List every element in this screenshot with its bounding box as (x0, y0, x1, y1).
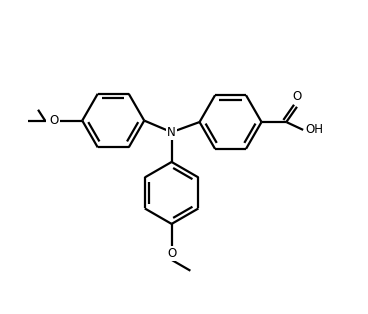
Text: O: O (49, 114, 59, 127)
Text: N: N (167, 126, 176, 139)
Text: OH: OH (305, 123, 323, 136)
Text: O: O (167, 247, 176, 261)
Text: O: O (292, 90, 302, 103)
